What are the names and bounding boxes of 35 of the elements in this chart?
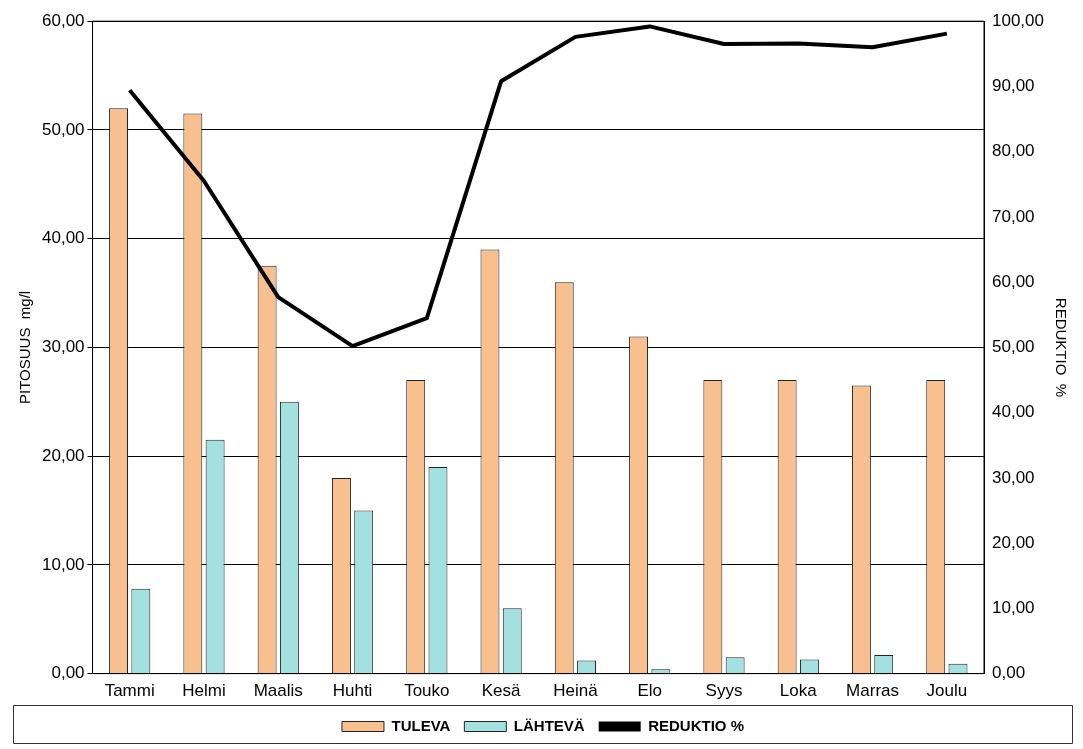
y-axis-title: PITOSUUS mg/l [16,290,34,404]
y-tick-label: 40,00 [41,228,85,248]
y-tick-label: 10,00 [41,554,85,574]
x-tick-label: Helmi [182,681,226,701]
y-tick-label: 50,00 [41,119,85,139]
legend-label: LÄHTEVÄ [513,716,585,734]
x-tick-label: Loka [779,681,818,701]
y2-axis-title: REDUKTIO % [1052,297,1070,397]
x-tick-label: Joulu [926,681,968,701]
y2-tick-label: 10,00 [992,598,1035,618]
x-tick-label: Marras [846,681,900,701]
y2-tick-label: 70,00 [992,206,1035,226]
y2-tick-label: 20,00 [992,532,1035,552]
x-tick-label: Kesä [481,681,522,701]
y-tick-label: 20,00 [41,445,85,465]
x-tick-label: Maalis [253,681,303,701]
y-tick-label: 60,00 [41,10,85,30]
y2-tick-label: 50,00 [992,337,1035,357]
x-tick-label: Heinä [553,681,599,701]
y2-tick-label: 80,00 [992,141,1035,161]
y2-tick-label: 0,00 [992,663,1026,683]
y-tick-label: 30,00 [41,337,85,357]
x-tick-label: Huhti [332,681,373,701]
legend-label: TULEVA [391,716,451,734]
y2-tick-label: 40,00 [992,402,1035,422]
x-tick-label: Elo [637,681,662,701]
x-tick-label: Touko [404,681,450,701]
x-tick-label: Syys [705,681,743,701]
y2-tick-label: 100,00 [992,10,1044,30]
x-tick-label: Tammi [104,681,155,701]
y2-tick-label: 90,00 [992,76,1035,96]
y2-tick-label: 30,00 [992,467,1035,487]
legend-label: REDUKTIO % [648,716,745,734]
y-tick-label: 0,00 [51,663,85,683]
y2-tick-label: 60,00 [992,271,1035,291]
